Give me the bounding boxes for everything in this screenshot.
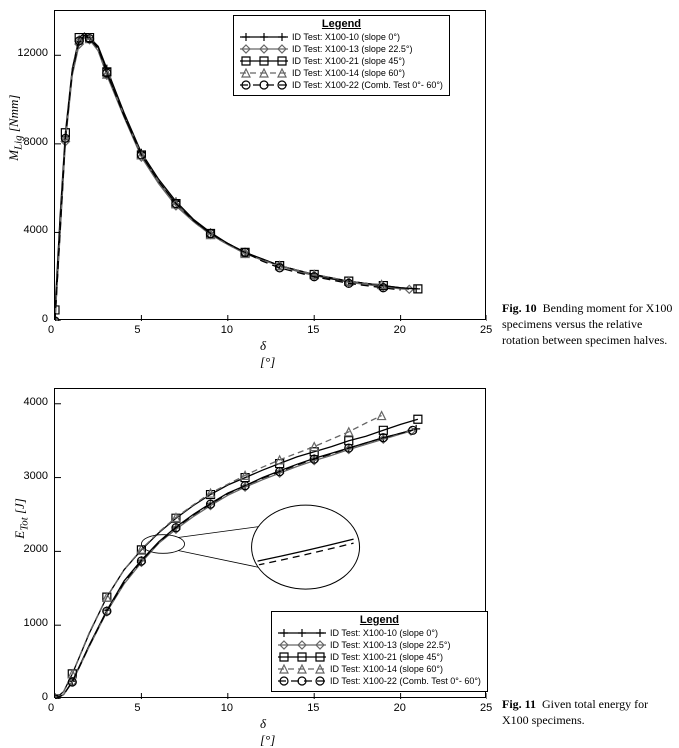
caption-label: Fig. 11 [502, 697, 536, 711]
fig11-legend: Legend ID Test: X100-10 (slope 0°) ID Test… [271, 611, 488, 692]
legend-row: ID Test: X100-21 (slope 45°) [240, 55, 443, 67]
ytick-label: 3000 [24, 470, 48, 482]
legend-text: ID Test: X100-10 (slope 0°) [330, 628, 438, 638]
fig11-plot: Legend ID Test: X100-10 (slope 0°) ID Test… [54, 388, 486, 698]
ytick-label: 4000 [24, 224, 48, 236]
xtick-label: 10 [221, 324, 233, 336]
ytick-label: 8000 [24, 136, 48, 148]
legend-text: ID Test: X100-14 (slope 60°) [330, 664, 443, 674]
xlabel-text: δ [°] [260, 716, 275, 747]
legend-text: ID Test: X100-22 (Comb. Test 0°- 60°) [330, 676, 481, 686]
ylabel-text: ETot [J] [12, 498, 27, 539]
ytick-label: 4000 [24, 396, 48, 408]
xtick-label: 5 [134, 702, 140, 714]
legend-text: ID Test: X100-22 (Comb. Test 0°- 60°) [292, 80, 443, 90]
fig10-legend: Legend ID Test: X100-10 (slope 0°) ID Test… [233, 15, 450, 96]
xtick-label: 0 [48, 702, 54, 714]
legend-row: ID Test: X100-14 (slope 60°) [278, 663, 481, 675]
legend-title: Legend [240, 18, 443, 30]
legend-row: ID Test: X100-13 (slope 22.5°) [240, 43, 443, 55]
fig11-caption: Fig. 11 Given total energy for X100 spec… [502, 696, 674, 728]
xtick-label: 0 [48, 324, 54, 336]
fig11-xlabel: δ [°] [260, 716, 275, 748]
legend-row: ID Test: X100-13 (slope 22.5°) [278, 639, 481, 651]
legend-row: ID Test: X100-22 (Comb. Test 0°- 60°) [278, 675, 481, 687]
xtick-label: 15 [307, 324, 319, 336]
caption-label: Fig. 10 [502, 301, 537, 315]
xtick-label: 25 [480, 324, 492, 336]
ytick-label: 12000 [17, 47, 48, 59]
legend-text: ID Test: X100-13 (slope 22.5°) [292, 44, 413, 54]
ytick-label: 1000 [24, 617, 48, 629]
xtick-label: 5 [134, 324, 140, 336]
legend-text: ID Test: X100-21 (slope 45°) [330, 652, 443, 662]
ytick-label: 2000 [24, 543, 48, 555]
legend-text: ID Test: X100-13 (slope 22.5°) [330, 640, 451, 650]
xtick-label: 10 [221, 702, 233, 714]
legend-text: ID Test: X100-14 (slope 60°) [292, 68, 405, 78]
xtick-label: 20 [394, 324, 406, 336]
legend-text: ID Test: X100-21 (slope 45°) [292, 56, 405, 66]
fig10-xlabel: δ [°] [260, 338, 275, 370]
xtick-label: 25 [480, 702, 492, 714]
ylabel-text: MLig [Nmm] [6, 95, 21, 161]
xtick-label: 20 [394, 702, 406, 714]
legend-text: ID Test: X100-10 (slope 0°) [292, 32, 400, 42]
fig10-caption: Fig. 10 Bending moment for X100 specimen… [502, 300, 674, 349]
legend-row: ID Test: X100-10 (slope 0°) [240, 31, 443, 43]
fig11-ylabel: ETot [J] [12, 498, 31, 539]
legend-row: ID Test: X100-21 (slope 45°) [278, 651, 481, 663]
legend-row: ID Test: X100-10 (slope 0°) [278, 627, 481, 639]
legend-title: Legend [278, 614, 481, 626]
xtick-label: 15 [307, 702, 319, 714]
legend-row: ID Test: X100-22 (Comb. Test 0°- 60°) [240, 79, 443, 91]
xlabel-text: δ [°] [260, 338, 275, 369]
legend-row: ID Test: X100-14 (slope 60°) [240, 67, 443, 79]
fig10-ylabel: MLig [Nmm] [6, 95, 25, 161]
fig10-plot: Legend ID Test: X100-10 (slope 0°) ID Test… [54, 10, 486, 320]
